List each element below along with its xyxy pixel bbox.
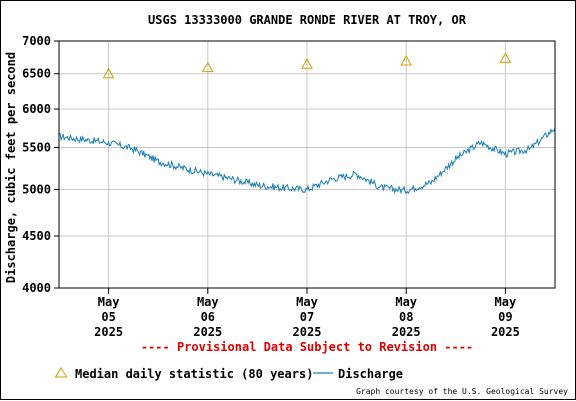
median-marker (301, 58, 313, 69)
chart-title: USGS 13333000 GRANDE RONDE RIVER AT TROY… (148, 13, 467, 27)
median-marker (499, 52, 512, 63)
x-tick-label: 2025 (392, 325, 421, 339)
legend: Median daily statistic (80 years) Discha… (54, 367, 403, 381)
x-axis: May052025May062025May072025May082025May0… (94, 288, 520, 339)
x-tick-label: 09 (498, 310, 512, 324)
y-tick-label: 5000 (22, 183, 51, 197)
provisional-note: ---- Provisional Data Subject to Revisio… (141, 340, 473, 354)
y-tick-label: 4000 (22, 281, 51, 295)
x-tick-label: 2025 (293, 325, 322, 339)
x-tick-label: 08 (399, 310, 413, 324)
discharge-line (58, 127, 556, 195)
x-tick-label: 05 (101, 310, 115, 324)
y-axis: 4000 4500 5000 5500 6000 6500 7000 (22, 34, 59, 295)
x-tick-label: 07 (300, 310, 314, 324)
y-tick-label: 7000 (22, 34, 51, 48)
y-axis-label: Discharge, cubic feet per second (4, 52, 18, 283)
median-marker (102, 67, 115, 79)
plot-series (58, 52, 556, 195)
x-tick-label: May (395, 295, 417, 309)
x-tick-label: 06 (201, 310, 215, 324)
x-tick-label: May (98, 295, 120, 309)
x-tick-label: May (495, 295, 517, 309)
median-marker (201, 61, 214, 73)
y-tick-label: 6500 (22, 67, 51, 81)
x-tick-label: 2025 (94, 325, 123, 339)
median-marker (400, 54, 413, 66)
y-tick-label: 5500 (22, 140, 51, 154)
x-tick-label: May (296, 295, 318, 309)
x-tick-label: May (197, 295, 219, 309)
graph-credit: Graph courtesy of the U.S. Geological Su… (356, 387, 568, 396)
x-tick-label: 2025 (491, 325, 520, 339)
y-tick-label: 6000 (22, 102, 51, 116)
legend-label-discharge: Discharge (338, 367, 403, 381)
legend-triangle-icon (54, 367, 68, 378)
grid-lines (59, 40, 555, 289)
y-tick-label: 4500 (22, 229, 51, 243)
legend-label-median: Median daily statistic (80 years) (75, 367, 313, 381)
x-tick-label: 2025 (193, 325, 222, 339)
